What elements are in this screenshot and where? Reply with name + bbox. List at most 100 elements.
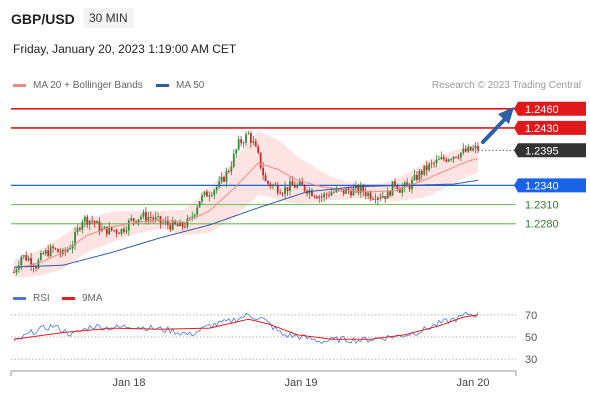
candle-body [140,216,142,220]
candle-body [240,139,243,144]
candle-body [157,216,159,217]
candle-body [208,195,211,197]
candle-body [467,146,470,152]
candle-body [447,159,450,162]
legend-ma20-swatch [13,84,26,87]
candle-body [42,253,45,254]
candle-body [271,184,274,187]
candle-body [130,218,133,221]
candle-body [57,248,59,253]
candle-body [20,256,23,266]
candle-body [105,226,108,235]
candle-body [418,170,421,181]
candle-body [245,134,247,143]
candle-body [398,189,401,193]
candle-body [61,249,64,254]
candle-body [88,220,91,225]
rsi-panel: 70 50 30 [11,310,537,366]
candle-body [394,181,396,185]
time-axis-label-jan-20: Jan 20 [456,377,489,389]
candle-body [127,220,130,231]
legend-ma50-swatch [156,84,169,87]
candle-body [49,246,52,257]
candle-body [108,226,111,235]
datetime-label: Friday, January 20, 2023 1:19:00 AM CET [13,42,237,56]
candle-body [230,166,233,172]
candle-body [462,148,465,153]
candle-body [359,185,362,193]
candle-body [264,175,267,182]
candle-body [191,216,194,218]
candle-body [184,226,186,228]
candle-body [203,191,206,196]
candle-body [22,255,25,257]
candle-body [193,214,196,217]
candle-body [384,196,387,199]
candle-body [323,193,326,198]
candle-body [206,191,208,197]
candle-body [413,174,416,180]
candle-body [352,188,355,196]
candle-body [176,224,179,227]
trend-arrow-layer [481,107,514,144]
candle-body [249,133,252,143]
trend-arrow-head [498,107,514,124]
candle-body [66,249,69,252]
candle-body [464,148,467,152]
candle-body [76,228,79,233]
candle-body [210,195,213,196]
candle-body [279,192,282,194]
candle-body [93,220,96,224]
candle-body [91,220,94,222]
candle-body [149,217,152,218]
candle-body [381,196,384,198]
candle-body [408,184,411,190]
candle-body [254,141,257,147]
candle-body [220,176,223,182]
candle-body [98,221,101,232]
candle-body [228,171,230,172]
candle-body [269,183,272,187]
candle-body [289,181,291,192]
candle-body [213,190,216,196]
candle-body [15,269,18,273]
time-axis-label-jan-18: Jan 18 [112,377,145,389]
candle-body [25,255,28,261]
candle-body [403,182,406,188]
candle-body [301,181,304,185]
candle-body [247,133,250,135]
ma50-line [13,179,479,268]
candle-body [318,196,321,199]
legend-rsi: RSI [13,293,50,304]
candle-body [267,181,269,184]
candle-body [225,171,228,182]
candle-body [188,217,191,219]
candle-body [469,146,472,151]
candle-body [259,152,262,168]
level-label-1.2280: 1.2280 [525,219,559,231]
candle-body [420,170,423,175]
rsi-tick-50: 50 [525,332,537,344]
candle-body [362,185,365,193]
timeframe-badge[interactable]: 30 MIN [83,8,134,28]
candle-body [416,174,418,181]
candle-body [430,162,433,164]
candle-body [86,216,89,225]
candle-body [164,221,167,223]
level-tag-1.2340 [514,178,586,193]
candle-body [298,181,301,185]
candle-body [442,157,445,160]
candle-body [450,159,453,161]
level-label-1.2340: 1.2340 [525,180,559,192]
legend-rsi-ma: 9MA [62,293,103,304]
candle-body [103,226,106,229]
candle-body [81,221,84,230]
candle-body [457,157,460,159]
candles-layer [13,130,479,276]
candle-body [423,165,426,175]
candle-body [169,224,172,230]
candle-body [69,248,72,250]
candle-body [333,191,335,193]
candle-body [274,184,277,186]
